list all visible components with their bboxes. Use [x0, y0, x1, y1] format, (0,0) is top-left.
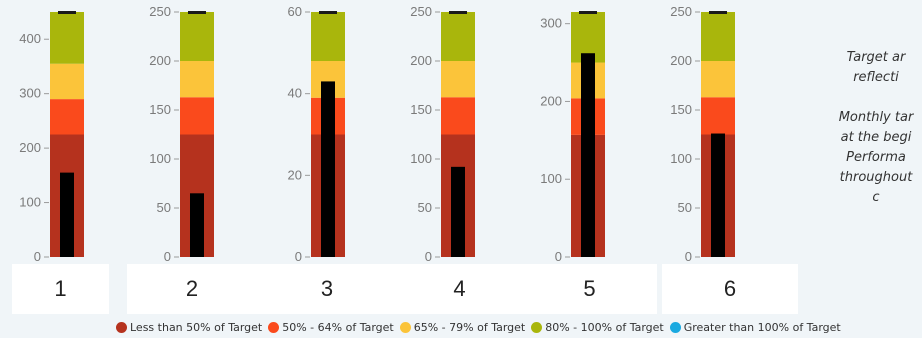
chart-label-6: 6 [662, 264, 798, 314]
chart-1-tick-label: 400 [19, 31, 41, 46]
chart-4-band-4 [441, 12, 475, 61]
chart-6-tick-label: 100 [670, 151, 692, 166]
chart-2-tick-label: 200 [149, 53, 171, 68]
chart-6-band-2 [701, 97, 735, 135]
legend-label: 65% - 79% of Target [413, 320, 526, 334]
chart-3-band-4 [311, 12, 345, 61]
legend-swatch [531, 321, 543, 333]
chart-1-tick-label: 200 [19, 140, 41, 155]
chart-2-band-4 [180, 12, 214, 61]
chart-6-tick-label: 200 [670, 53, 692, 68]
legend-item: Less than 50% of Target [116, 321, 262, 334]
chart-3-target-marker [319, 11, 337, 14]
chart-5-tick-label: 200 [540, 93, 562, 108]
chart-6-tick-label: 150 [670, 102, 692, 117]
chart-1-band-4 [50, 12, 84, 64]
chart-1-tick-label: 0 [34, 249, 41, 264]
chart-6-target-marker [709, 11, 727, 14]
chart-2-tick-label: 0 [164, 249, 171, 264]
chart-1-value-bar [60, 172, 74, 257]
chart-5-target-marker [579, 11, 597, 14]
note-line: at the begi [840, 130, 912, 145]
chart-5-tick-label: 100 [540, 171, 562, 186]
chart-1-band-3 [50, 63, 84, 100]
legend-label: Greater than 100% of Target [683, 320, 841, 334]
side-note: Target ar reflecti Monthly tar at the be… [830, 48, 922, 208]
chart-2-target-marker [188, 11, 206, 14]
chart-4-band-2 [441, 97, 475, 135]
note-gap [830, 88, 922, 108]
note-line: throughout [839, 170, 913, 185]
legend-item: 65% - 79% of Target [399, 320, 526, 334]
chart-label-2: 2 [127, 264, 257, 314]
chart-1-target-marker [58, 11, 76, 14]
legend-swatch [669, 321, 681, 333]
note-line: Monthly tar [838, 110, 914, 125]
chart-1-tick-label: 100 [19, 195, 41, 210]
chart-5-tick-label: 300 [540, 16, 562, 31]
chart-3-value-bar [321, 81, 335, 258]
chart-label-4: 4 [397, 264, 522, 314]
legend-label: Less than 50% of Target [130, 320, 263, 334]
chart-4-tick-label: 200 [410, 53, 432, 68]
chart-5-tick-label: 0 [555, 249, 562, 264]
chart-2-tick-label: 50 [157, 200, 171, 215]
chart-6-tick-label: 250 [670, 4, 692, 19]
chart-label-5: 5 [522, 264, 657, 314]
chart-3-tick-label: 0 [295, 249, 302, 264]
chart-label-1: 1 [12, 264, 109, 314]
note-line: Target ar [846, 50, 906, 65]
legend-item: 80% - 100% of Target [531, 321, 664, 334]
chart-4-band-3 [441, 61, 475, 98]
chart-4-tick-label: 100 [410, 151, 432, 166]
chart-4-target-marker [449, 11, 467, 14]
chart-4-tick-label: 250 [410, 4, 432, 19]
chart-label-3: 3 [257, 264, 397, 314]
legend-item: 50% - 64% of Target [268, 321, 394, 334]
note-line: Performa [846, 150, 906, 165]
legend: Less than 50% of Target 50% - 64% of Targ… [116, 318, 847, 336]
chart-4-value-bar [451, 166, 465, 257]
legend-item: Greater than 100% of Target [669, 320, 841, 334]
chart-4-tick-label: 0 [425, 249, 432, 264]
chart-6-tick-label: 50 [678, 200, 692, 215]
legend-label: 80% - 100% of Target [545, 320, 664, 334]
chart-3-tick-label: 20 [288, 167, 302, 182]
chart-4-tick-label: 50 [418, 200, 432, 215]
chart-5-value-bar [581, 53, 595, 257]
chart-2-band-2 [180, 97, 214, 135]
chart-2-tick-label: 100 [149, 151, 171, 166]
chart-2-band-3 [180, 61, 214, 98]
legend-swatch [116, 321, 127, 333]
chart-6-value-bar [711, 133, 725, 257]
chart-6-band-4 [701, 12, 735, 61]
chart-1-tick-label: 300 [19, 86, 41, 101]
legend-swatch [268, 321, 280, 333]
chart-6-band-3 [701, 61, 735, 98]
legend-swatch [399, 321, 411, 333]
legend-label: 50% - 64% of Target [282, 320, 394, 334]
chart-3-tick-label: 60 [288, 4, 302, 19]
chart-4-tick-label: 150 [410, 102, 432, 117]
note-line: reflecti [853, 70, 899, 85]
chart-1-band-2 [50, 99, 84, 135]
chart-6-tick-label: 0 [685, 249, 692, 264]
chart-3-tick-label: 40 [288, 86, 302, 101]
note-line: c [872, 190, 880, 205]
chart-2-tick-label: 250 [149, 4, 171, 19]
chart-2-tick-label: 150 [149, 102, 171, 117]
chart-2-value-bar [190, 193, 204, 257]
